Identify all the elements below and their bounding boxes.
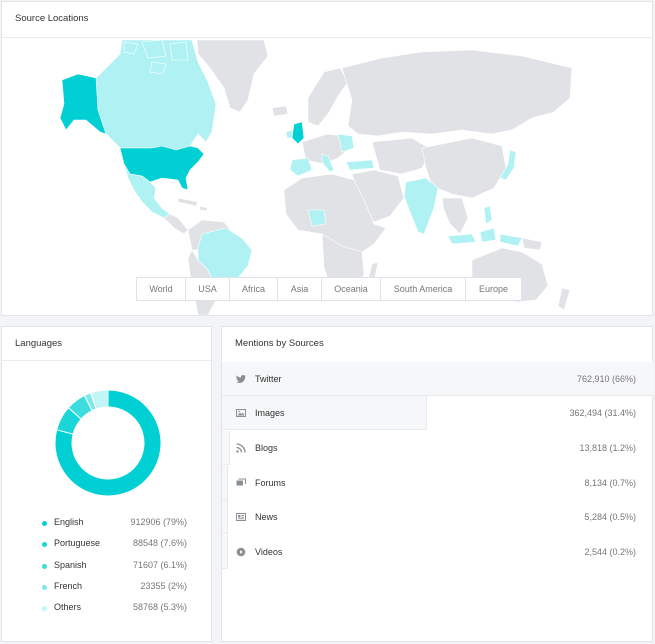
region-south-america-button[interactable]: South America — [381, 278, 466, 300]
map-new-zealand[interactable] — [557, 287, 571, 311]
map-canada[interactable] — [95, 39, 217, 151]
source-label: Twitter — [255, 374, 282, 384]
legend-value: 58768 (5.3%) — [132, 602, 187, 613]
source-value: 8,134 (0.7%) — [584, 478, 636, 488]
map-iceland[interactable] — [271, 105, 289, 117]
legend-dot — [42, 606, 47, 612]
legend-item-english[interactable]: English 912906 (79%) — [42, 516, 207, 537]
legend-dot — [42, 584, 47, 590]
legend-value: 71607 (6.1%) — [132, 559, 187, 570]
legend-value: 88548 (7.6%) — [132, 538, 187, 549]
map-japan[interactable] — [499, 149, 517, 181]
map-china[interactable] — [421, 137, 507, 199]
source-share-bar — [222, 535, 228, 569]
donut-slice-english[interactable] — [54, 389, 162, 497]
world-map[interactable] — [2, 38, 652, 315]
map-greenland[interactable] — [196, 39, 269, 113]
map-united-kingdom[interactable] — [291, 121, 305, 145]
map-caribbean[interactable] — [177, 197, 209, 212]
map-central-america[interactable] — [163, 213, 189, 235]
source-row-videos[interactable]: Videos 2,544 (0.2%) — [222, 535, 653, 570]
source-label: Videos — [255, 547, 283, 557]
source-share-bar — [222, 500, 228, 534]
map-philippines[interactable] — [483, 205, 493, 225]
region-oceania-button[interactable]: Oceania — [322, 278, 381, 300]
languages-title: Languages — [2, 327, 211, 361]
map-indonesia[interactable] — [447, 227, 523, 247]
source-share-bar — [222, 396, 427, 430]
languages-legend: English 912906 (79%) Portuguese 88548 (7.6%… — [42, 516, 207, 622]
rss-icon — [236, 443, 246, 453]
map-italy[interactable] — [321, 153, 335, 173]
map-india[interactable] — [403, 177, 439, 235]
region-europe-button[interactable]: Europe — [478, 284, 509, 294]
source-locations-title: Source Locations — [2, 2, 652, 38]
legend-value: 912906 (79%) — [130, 517, 187, 527]
map-russia[interactable] — [341, 49, 573, 137]
map-nigeria[interactable] — [307, 209, 327, 227]
map-papua[interactable] — [521, 237, 543, 251]
source-row-news[interactable]: News 5,284 (0.5%) — [222, 500, 653, 535]
forum-icon — [236, 478, 246, 486]
source-share-bar — [222, 466, 228, 500]
news-icon — [236, 513, 246, 521]
map-southeast-asia[interactable] — [441, 197, 469, 235]
legend-item-french[interactable]: French 23355 (2%) — [42, 580, 207, 601]
region-selector: World USA Africa Asia Oceania South Amer… — [136, 277, 522, 301]
map-scandinavia[interactable] — [307, 67, 349, 127]
map-ireland[interactable] — [285, 129, 293, 139]
source-label: Forums — [255, 478, 286, 488]
source-share-bar — [222, 431, 230, 465]
mentions-by-sources-title: Mentions by Sources — [222, 327, 652, 363]
source-label: Blogs — [255, 443, 278, 453]
video-icon — [236, 547, 246, 557]
legend-label: Others — [54, 602, 82, 613]
legend-label: Spanish — [54, 559, 87, 570]
map-alaska[interactable] — [59, 73, 107, 135]
legend-dot — [42, 521, 47, 526]
legend-dot — [42, 542, 47, 548]
source-share-bar — [222, 362, 653, 396]
source-row-images[interactable]: Images 362,494 (31.4%) — [222, 396, 653, 431]
map-africa-north[interactable] — [283, 173, 387, 253]
image-icon — [236, 409, 246, 417]
mentions-by-sources-card: Mentions by Sources Twitter 762,910 (66%)… — [221, 326, 653, 642]
source-value: 2,544 (0.2%) — [584, 547, 636, 557]
legend-value: 23355 (2%) — [140, 580, 187, 591]
donut-slice-others[interactable] — [90, 389, 109, 410]
map-spain[interactable] — [289, 157, 313, 177]
map-central-asia[interactable] — [371, 137, 433, 175]
legend-label: Portuguese — [54, 538, 101, 549]
region-asia-button[interactable]: Asia — [278, 278, 322, 300]
region-world-button[interactable]: World — [137, 278, 186, 300]
map-mexico[interactable] — [123, 163, 171, 219]
languages-donut-chart — [54, 389, 162, 497]
map-eastern-europe[interactable] — [337, 133, 355, 153]
source-locations-card: Source Locations — [1, 1, 653, 316]
source-row-blogs[interactable]: Blogs 13,818 (1.2%) — [222, 431, 653, 466]
source-row-forums[interactable]: Forums 8,134 (0.7%) — [222, 466, 653, 501]
source-label: Images — [255, 408, 285, 418]
legend-item-others[interactable]: Others 58768 (5.3%) — [42, 601, 207, 622]
twitter-icon — [236, 375, 246, 383]
legend-item-spanish[interactable]: Spanish 71607 (6.1%) — [42, 559, 207, 580]
source-row-twitter[interactable]: Twitter 762,910 (66%) — [222, 362, 653, 397]
source-label: News — [255, 512, 278, 522]
region-africa-button[interactable]: Africa — [230, 278, 278, 300]
source-value: 13,818 (1.2%) — [579, 443, 636, 453]
map-turkey[interactable] — [345, 159, 375, 171]
legend-dot — [42, 563, 47, 569]
source-value: 762,910 (66%) — [576, 374, 636, 384]
map-canada-islands[interactable] — [123, 39, 189, 75]
legend-label: French — [54, 580, 83, 591]
legend-label: English — [54, 517, 84, 527]
languages-card: Languages English 912906 (79%) Portuguese 8… — [1, 326, 212, 642]
source-value: 5,284 (0.5%) — [584, 512, 636, 522]
legend-item-portuguese[interactable]: Portuguese 88548 (7.6%) — [42, 537, 207, 558]
region-usa-button[interactable]: USA — [186, 278, 230, 300]
source-value: 362,494 (31.4%) — [569, 408, 636, 418]
